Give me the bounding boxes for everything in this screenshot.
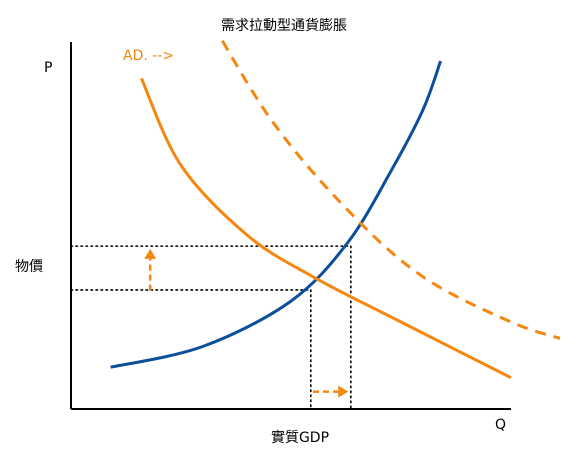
y-axis-label: 物價 bbox=[15, 258, 43, 275]
y-axis-letter: P bbox=[44, 60, 52, 76]
gdp-right-arrow bbox=[313, 385, 349, 398]
x-axis-label: 實質GDP bbox=[271, 429, 329, 446]
shift-label: AD. --> bbox=[123, 48, 174, 64]
curves bbox=[110, 36, 560, 380]
demand-shifted-curve bbox=[217, 36, 560, 340]
supply-curve bbox=[110, 60, 443, 369]
price-up-arrow bbox=[144, 248, 157, 291]
x-axis-letter: Q bbox=[495, 417, 506, 433]
shift-arrows bbox=[144, 248, 349, 398]
guide-lines bbox=[70, 245, 352, 410]
chart-title: 需求拉動型通貨膨脹 bbox=[221, 17, 347, 34]
demand-curve bbox=[140, 77, 512, 380]
